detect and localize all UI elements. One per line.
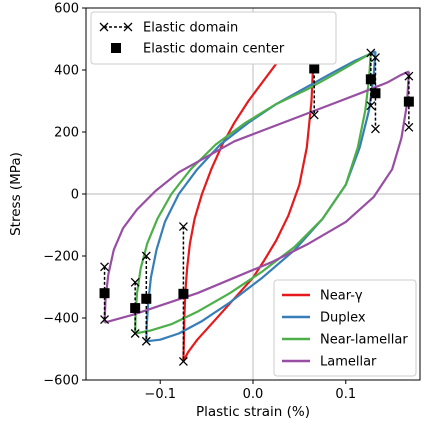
x-axis-label: Plastic strain (%) [196, 404, 310, 420]
series-legend-box [273, 279, 417, 377]
domain-limit-marker [130, 329, 140, 338]
domain-center-marker [309, 63, 320, 74]
y-axis-label: Stress (MPa) [8, 152, 24, 236]
domain-limit-marker [371, 124, 380, 134]
domain-center-marker [130, 303, 141, 314]
series-lower-branch [104, 71, 410, 324]
domain-limit-marker [141, 251, 151, 261]
domain-center-marker [178, 288, 189, 299]
domain-limit-marker [123, 22, 133, 32]
domain-limit-marker [100, 315, 110, 325]
domain-limit-marker [178, 222, 188, 232]
elastic-domain [178, 222, 189, 366]
series-lower-branch [134, 52, 372, 335]
domain-limit-marker [366, 48, 376, 58]
y-tick-label: −200 [43, 250, 79, 265]
zero-reference-lines [86, 8, 420, 380]
series-legend-label: Near-lamellar [320, 333, 408, 348]
x-tick-label: 0.1 [335, 387, 356, 402]
y-tick-label: 200 [54, 126, 79, 141]
series-legend-entry: Lamellar [282, 355, 377, 370]
series-legend-entry: Near-lamellar [282, 333, 408, 348]
series-upper-branch [134, 51, 372, 334]
y-tick-label: 0 [71, 188, 79, 203]
domain-center-marker [99, 288, 110, 299]
y-tick-label: −400 [43, 312, 79, 327]
domain-limit-marker [130, 277, 140, 287]
domain-center-marker [141, 293, 152, 304]
y-tick-label: 600 [54, 2, 79, 17]
marker-legend: Elastic domain Elastic domain center [90, 11, 337, 65]
series-legend-label: Lamellar [320, 355, 377, 370]
axis-ticks: −0.1 0.0 0.1 −600 −400 −200 0 200 400 600 [43, 2, 356, 403]
domain-limit-marker [404, 122, 414, 132]
legend-square-marker [111, 43, 121, 53]
marker-legend-label: Elastic domain center [143, 42, 285, 57]
elastic-domain [141, 251, 152, 346]
domain-limit-marker [99, 22, 109, 32]
marker-legend-entry: Elastic domain center [111, 42, 285, 57]
elastic-domain [130, 277, 141, 338]
series-lower-branch [182, 20, 316, 362]
domain-limit-marker [141, 336, 151, 346]
domain-limit-marker [100, 262, 110, 272]
series-upper-branch [145, 50, 376, 342]
series-legend-label: Near-γ [320, 289, 363, 304]
y-tick-label: 400 [54, 64, 79, 79]
x-tick-label: 0.0 [243, 387, 264, 402]
domain-center-marker [370, 88, 381, 99]
series-legend-label: Duplex [320, 311, 366, 326]
domain-limit-marker [404, 71, 414, 81]
series-legend: Near-γ Duplex Near-lamellar Lamellar [273, 279, 417, 377]
y-tick-label: −600 [43, 374, 79, 389]
elastic-domain [370, 53, 381, 134]
domain-limit-marker [178, 356, 188, 366]
domain-center-marker [403, 96, 414, 107]
domain-limit-marker [366, 101, 376, 111]
marker-legend-label: Elastic domain [143, 21, 238, 36]
x-tick-label: −0.1 [144, 387, 176, 402]
marker-legend-entry: Elastic domain [99, 21, 238, 36]
marker-legend-box [90, 11, 337, 65]
elastic-domain [99, 262, 110, 325]
series-legend-entry: Near-γ [282, 289, 363, 304]
elastic-domain [403, 71, 414, 132]
domain-center-marker [365, 74, 376, 85]
elastic-domain [365, 48, 376, 111]
domain-limit-marker [309, 110, 319, 120]
series-legend-entry: Duplex [282, 311, 366, 326]
series-2-loop [134, 51, 372, 335]
